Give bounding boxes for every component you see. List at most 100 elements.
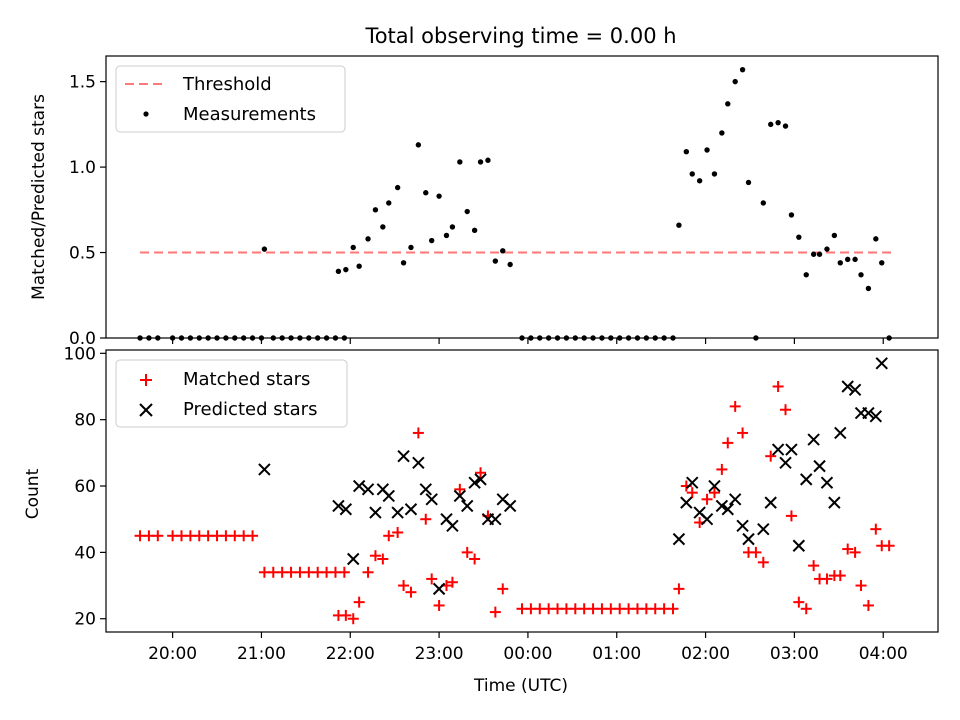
matched-star-point: [454, 483, 466, 495]
measurement-point: [810, 251, 817, 257]
matched-star-point: [353, 596, 365, 608]
legend-threshold-label: Threshold: [182, 74, 272, 95]
ratio-y-ticks: 0.0 0.5 1.0 1.5: [69, 73, 106, 349]
count-x-ticks: 20:00 21:00 22:00 23:00 00:00 01:00 02:00 03:00…: [148, 632, 908, 664]
predicted-star-point: [834, 426, 847, 440]
measurement-point: [634, 335, 641, 341]
measurement-point: [676, 222, 682, 228]
matched-star-point: [716, 463, 728, 475]
matched-star-point: [362, 566, 374, 578]
measurement-point: [365, 236, 371, 242]
count-panel: Count 20 40 60 80 100 20:00 21:00 22:00 23:00 00…: [23, 344, 939, 696]
measurement-point: [873, 236, 879, 242]
measurement-point: [879, 260, 885, 266]
ratio-x-ticks: [172, 338, 884, 344]
predicted-star-point: [461, 499, 474, 513]
matched-star-point: [737, 427, 749, 439]
measurement-point: [408, 244, 414, 251]
predicted-star-point: [258, 463, 271, 476]
predicted-star-point: [425, 493, 438, 506]
measurement-point: [196, 335, 202, 341]
measurement-point: [528, 335, 534, 341]
predicted-star-point: [412, 456, 425, 470]
measurement-point: [661, 335, 667, 341]
measurement-point: [824, 246, 830, 252]
measurement-point: [643, 335, 650, 341]
measurement-point: [343, 266, 349, 273]
matched-star-point: [152, 530, 164, 542]
measurement-point: [205, 335, 211, 341]
measurement-point: [306, 335, 312, 341]
matched-star-point: [475, 467, 487, 479]
predicted-star-point: [432, 582, 446, 596]
count-legend: Matched stars Predicted stars: [115, 359, 348, 428]
predicted-star-point: [757, 522, 770, 536]
measurement-point: [350, 244, 356, 251]
measurement-point: [590, 335, 596, 341]
ratio-y-axis-label: Matched/Predicted stars: [29, 94, 49, 300]
matched-star-point: [800, 603, 812, 615]
predicted-star-point: [771, 443, 785, 456]
predicted-star-point: [779, 456, 792, 470]
measurement-point: [704, 147, 710, 153]
measurement-point: [443, 232, 450, 239]
matched-star-point: [855, 580, 867, 592]
measurement-point: [581, 335, 587, 341]
predicted-star-point: [742, 532, 755, 546]
measurement-point: [719, 130, 725, 136]
matched-star-point: [446, 576, 458, 588]
measurement-point: [760, 200, 767, 206]
legend-measurements-swatch: [143, 111, 149, 117]
matched-star-point: [461, 546, 473, 558]
measurement-point: [169, 335, 176, 341]
predicted-star-point: [672, 532, 686, 546]
predicted-star-point: [785, 443, 798, 456]
measurement-point: [323, 335, 330, 341]
matched-star-point: [883, 540, 895, 552]
legend-matched-swatch: [140, 374, 152, 386]
predicted-star-point: [736, 519, 749, 533]
predicted-star-point: [869, 410, 883, 423]
measurement-point: [683, 149, 690, 155]
measurement-point: [608, 335, 614, 341]
measurement-point: [386, 200, 392, 206]
predicted-star-point: [807, 433, 820, 446]
measurement-point: [400, 260, 407, 266]
predicted-star-point: [800, 473, 813, 486]
matched-star-point: [369, 550, 381, 562]
matched-star-point: [808, 560, 820, 572]
predicted-star-point: [361, 483, 375, 496]
measurement-point: [782, 123, 789, 129]
predicted-star-point: [489, 512, 502, 526]
predicted-star-point: [828, 496, 841, 509]
ratio-y-tick-label: 0.0: [69, 329, 96, 349]
predicted-star-point: [391, 506, 404, 519]
measurement-point: [545, 335, 552, 341]
ratio-legend: Threshold Measurements: [115, 65, 346, 133]
predicted-star-point: [332, 499, 345, 513]
count-y-tick-label: 60: [74, 477, 96, 497]
x-tick-label: 23:00: [415, 644, 464, 664]
measurement-point: [178, 335, 185, 341]
predicted-star-point: [728, 493, 742, 506]
measurement-point: [599, 335, 605, 341]
measurement-point: [858, 272, 864, 278]
x-tick-label: 20:00: [148, 644, 197, 664]
legend-measurements-label: Measurements: [183, 104, 316, 125]
measurement-point: [837, 260, 843, 266]
matched-star-point: [377, 553, 389, 565]
matched-star-point: [673, 583, 685, 595]
matched-star-point: [722, 437, 734, 449]
matched-star-point: [398, 580, 410, 592]
measurement-point: [449, 224, 456, 230]
matched-star-point: [392, 526, 404, 538]
matched-star-point: [347, 613, 359, 625]
measurement-points: [137, 66, 892, 341]
measurement-point: [617, 335, 623, 341]
predicted-star-point: [764, 496, 777, 509]
predicted-star-point: [680, 496, 693, 509]
measurement-point: [214, 335, 220, 341]
matched-star-point: [785, 510, 797, 522]
count-y-ticks: 20 40 60 80 100: [64, 344, 106, 630]
matched-star-point: [862, 599, 874, 611]
